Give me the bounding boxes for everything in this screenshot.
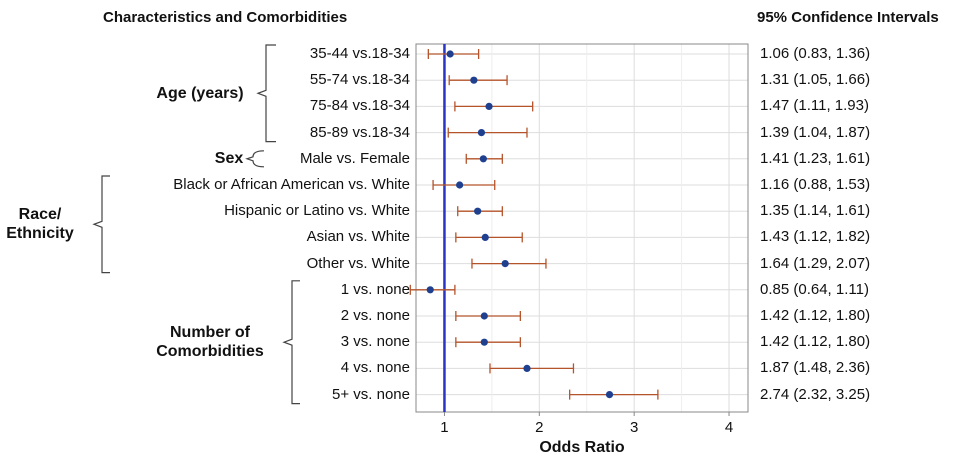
x-tick-label: 1 [440,419,448,436]
plot-frame [415,43,749,413]
row-label: Other vs. White [306,254,410,272]
ci-text: 1.43 (1.12, 1.82) [760,228,871,246]
group-label: Age (years) [120,84,280,103]
group-bracket [92,175,110,274]
row-label: 1 vs. none [340,280,410,298]
ci-text: 1.16 (0.88, 1.53) [760,176,871,193]
row-label: 85-89 vs.18-34 [309,123,410,141]
ci-text: 1.64 (1.29, 2.07) [760,254,871,272]
characteristics-header: Characteristics and Comorbidities [103,9,348,26]
group-bracket [245,150,265,168]
estimate-point [470,76,478,84]
ci-text: 1.39 (1.04, 1.87) [760,123,871,141]
estimate-point [479,155,487,163]
estimate-point [426,286,434,294]
group-label-line: Race/ [18,206,62,224]
group-label-line: Number of [170,324,250,342]
ci-text: 1.42 (1.12, 1.80) [760,307,871,324]
estimate-point [523,364,531,372]
group-label: Number of Comorbidities [130,323,290,361]
ci-text: 1.87 (1.48, 2.36) [760,359,871,377]
estimate-point [485,102,493,110]
group-bracket [282,280,300,405]
ci-text: 1.31 (1.05, 1.66) [760,71,871,89]
x-tick-label: 4 [725,419,733,436]
row-label: Male vs. Female [299,149,410,167]
x-tick-label: 2 [535,419,543,436]
group-bracket [256,44,276,143]
x-axis-label: Odds Ratio [539,439,625,456]
row-label: Hispanic or Latino vs. White [224,202,410,220]
x-tick-label: 3 [630,419,638,436]
estimate-point [481,233,489,241]
row-label: 55-74 vs.18-34 [309,71,410,89]
row-label: 2 vs. none [340,307,410,324]
row-label: 3 vs. none [340,333,410,351]
ci-text: 1.47 (1.11, 1.93) [760,97,869,115]
row-label: 75-84 vs.18-34 [309,97,410,115]
estimate-point [477,129,486,137]
row-label: Black or African American vs. White [173,176,410,193]
ci-text: 0.85 (0.64, 1.11) [760,280,869,298]
group-label-line: Comorbidities [156,343,264,361]
group-label: Sex [149,149,309,168]
row-label: 5+ vs. none [332,385,410,403]
group-label: Race/Ethnicity [0,205,120,243]
row-label: 35-44 vs.18-34 [309,45,410,62]
estimate-point [501,260,509,268]
estimate-point [446,50,454,58]
ci-text: 1.35 (1.14, 1.61) [760,202,871,220]
ci-text: 1.06 (0.83, 1.36) [760,45,871,62]
estimate-point [480,338,488,346]
group-label-line: Age (years) [156,84,244,102]
ci-text: 2.74 (2.32, 3.25) [760,385,871,403]
ci-text: 1.41 (1.23, 1.61) [760,149,871,167]
group-label-line: Sex [214,150,244,168]
confidence-intervals-header: 95% Confidence Intervals [757,9,939,26]
estimate-point [605,391,614,399]
estimate-point [474,207,482,215]
row-label: Asian vs. White [306,228,410,246]
group-label-line: Ethnicity [6,225,74,243]
row-label: 4 vs. none [340,359,410,377]
ci-text: 1.42 (1.12, 1.80) [760,333,871,351]
estimate-point [480,312,488,320]
estimate-point [456,181,464,189]
